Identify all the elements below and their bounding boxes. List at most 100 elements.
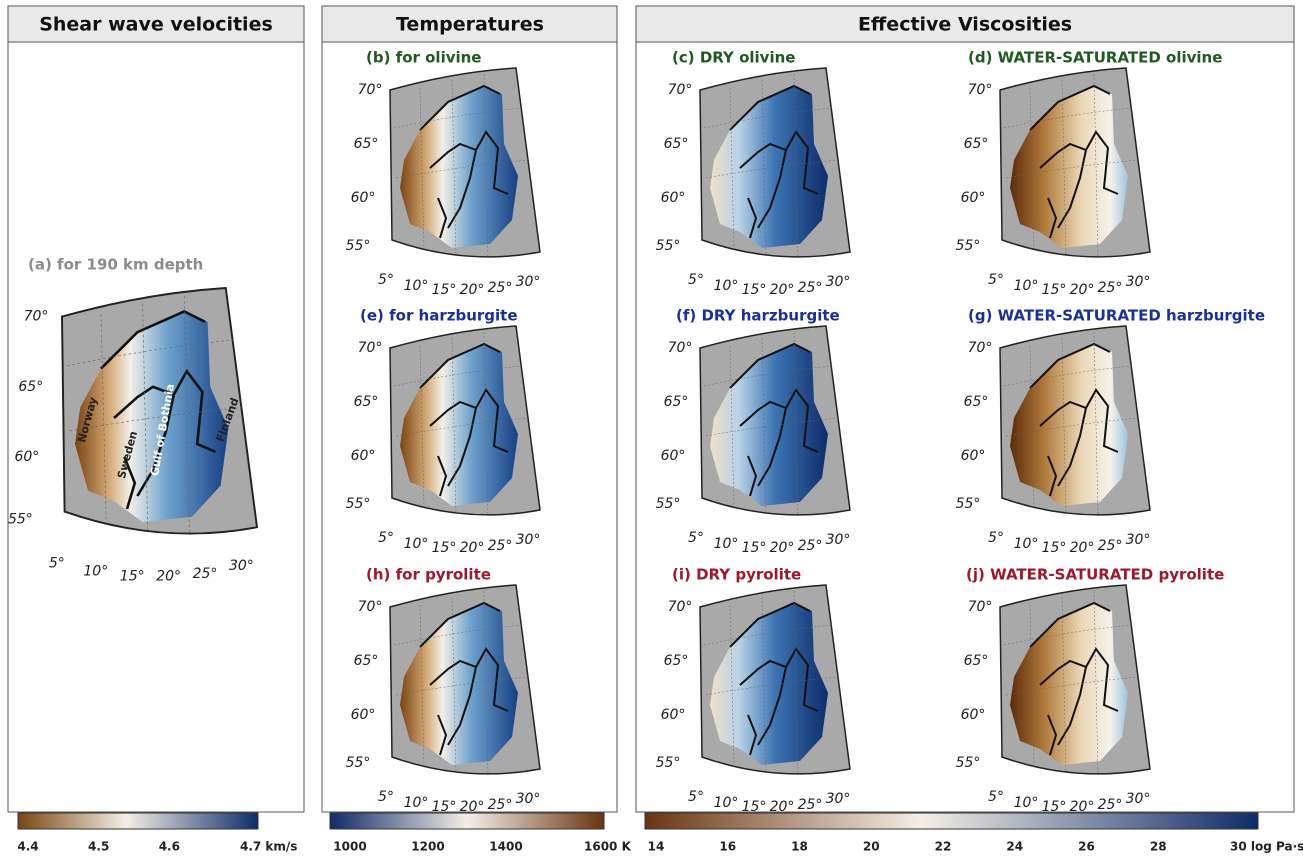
- lon-label: 20°: [156, 569, 181, 585]
- lon-label: 30°: [826, 532, 851, 548]
- lon-label: 10°: [1014, 795, 1039, 811]
- colorbar-tick-label: 1200: [411, 840, 444, 854]
- lon-label: 15°: [1042, 282, 1067, 298]
- lon-label: 10°: [404, 278, 429, 294]
- map: [390, 326, 540, 516]
- lat-label: 65°: [354, 136, 379, 152]
- lat-label: 60°: [351, 707, 376, 723]
- colorbar-tick-label: 4.6: [159, 840, 180, 854]
- lon-label: 20°: [770, 540, 795, 556]
- lon-label: 25°: [488, 280, 513, 296]
- map: [390, 585, 540, 775]
- lon-label: 15°: [120, 569, 145, 585]
- lon-label: 30°: [1126, 791, 1151, 807]
- lat-label: 55°: [956, 238, 981, 254]
- lat-label: 70°: [668, 82, 693, 98]
- lon-label: 25°: [798, 280, 823, 296]
- lat-label: 70°: [668, 340, 693, 356]
- panel-label: (j) WATER-SATURATED pyrolite: [966, 566, 1224, 584]
- lat-label: 55°: [656, 496, 681, 512]
- lon-label: 20°: [1070, 799, 1095, 815]
- lon-label: 25°: [1098, 797, 1123, 813]
- lon-label: 10°: [714, 278, 739, 294]
- map: [700, 585, 850, 775]
- lat-label: 70°: [968, 82, 993, 98]
- lon-label: 5°: [988, 789, 1004, 805]
- lon-label: 30°: [229, 558, 254, 574]
- lat-label: 65°: [664, 653, 689, 669]
- lat-label: 60°: [661, 707, 686, 723]
- lat-label: 65°: [664, 394, 689, 410]
- lat-label: 70°: [358, 82, 383, 98]
- page: Shear wave velocities Temperatures Effec…: [0, 0, 1303, 860]
- map: [700, 68, 850, 258]
- lon-label: 30°: [516, 532, 541, 548]
- column-title: Effective Viscosities: [858, 14, 1072, 36]
- lat-label: 70°: [968, 340, 993, 356]
- lon-label: 10°: [1014, 536, 1039, 552]
- lat-label: 70°: [668, 599, 693, 615]
- lon-label: 15°: [742, 540, 767, 556]
- lon-label: 25°: [193, 566, 218, 582]
- colorbar-tick-label: 28: [1150, 840, 1167, 854]
- colorbar-tick-label: 18: [791, 840, 808, 854]
- column-title: Shear wave velocities: [39, 14, 273, 36]
- map: [1000, 68, 1150, 258]
- lat-label: 65°: [354, 394, 379, 410]
- lat-label: 65°: [664, 136, 689, 152]
- lon-label: 15°: [1042, 540, 1067, 556]
- figure: Shear wave velocities Temperatures Effec…: [0, 0, 1303, 856]
- lat-label: 55°: [346, 238, 371, 254]
- lat-label: 55°: [8, 511, 33, 527]
- lon-label: 5°: [688, 272, 704, 288]
- colorbar-tick-label: 24: [1006, 840, 1023, 854]
- lat-label: 55°: [656, 755, 681, 771]
- colorbar-tick-label: 30 log Pa·s: [1230, 840, 1303, 854]
- colorbar-tick-label: 26: [1078, 840, 1095, 854]
- lon-label: 10°: [1014, 278, 1039, 294]
- lon-label: 30°: [1126, 274, 1151, 290]
- map: [1000, 585, 1150, 775]
- lon-label: 30°: [516, 274, 541, 290]
- lon-label: 5°: [378, 789, 394, 805]
- panel-label: (i) DRY pyrolite: [672, 566, 801, 584]
- lon-label: 25°: [798, 538, 823, 554]
- lat-label: 65°: [964, 136, 989, 152]
- lon-label: 30°: [826, 791, 851, 807]
- panel-label: (f) DRY harzburgite: [676, 307, 840, 325]
- lon-label: 5°: [378, 272, 394, 288]
- lon-label: 15°: [742, 799, 767, 815]
- lat-label: 60°: [961, 707, 986, 723]
- lon-label: 5°: [988, 272, 1004, 288]
- lon-label: 5°: [688, 530, 704, 546]
- lon-label: 25°: [488, 797, 513, 813]
- lat-label: 60°: [351, 190, 376, 206]
- colorbar-tick-label: 1400: [489, 840, 522, 854]
- colorbar-tick-label: 22: [935, 840, 952, 854]
- lon-label: 20°: [770, 799, 795, 815]
- lon-label: 15°: [742, 282, 767, 298]
- lon-label: 25°: [1098, 538, 1123, 554]
- colorbar-tick-label: 4.7 km/s: [240, 840, 297, 854]
- panel-label: (h) for pyrolite: [366, 566, 491, 584]
- lat-label: 65°: [354, 653, 379, 669]
- panel-label: (g) WATER-SATURATED harzburgite: [968, 307, 1265, 325]
- panel-label: (b) for olivine: [366, 49, 481, 67]
- colorbar-tick-label: 20: [863, 840, 880, 854]
- panel-label: (c) DRY olivine: [672, 49, 795, 67]
- lon-label: 5°: [378, 530, 394, 546]
- lat-label: 60°: [351, 448, 376, 464]
- lon-label: 15°: [432, 799, 457, 815]
- lon-label: 5°: [49, 556, 65, 572]
- panel-label: (a) for 190 km depth: [28, 256, 203, 274]
- lon-label: 25°: [1098, 280, 1123, 296]
- lon-label: 10°: [404, 536, 429, 552]
- lon-label: 10°: [714, 536, 739, 552]
- lat-label: 60°: [661, 448, 686, 464]
- lon-label: 30°: [826, 274, 851, 290]
- lat-label: 55°: [346, 755, 371, 771]
- colorbar-tick-label: 4.4: [17, 840, 38, 854]
- lon-label: 5°: [688, 789, 704, 805]
- colorbar-tick-label: 14: [648, 840, 665, 854]
- lon-label: 20°: [770, 282, 795, 298]
